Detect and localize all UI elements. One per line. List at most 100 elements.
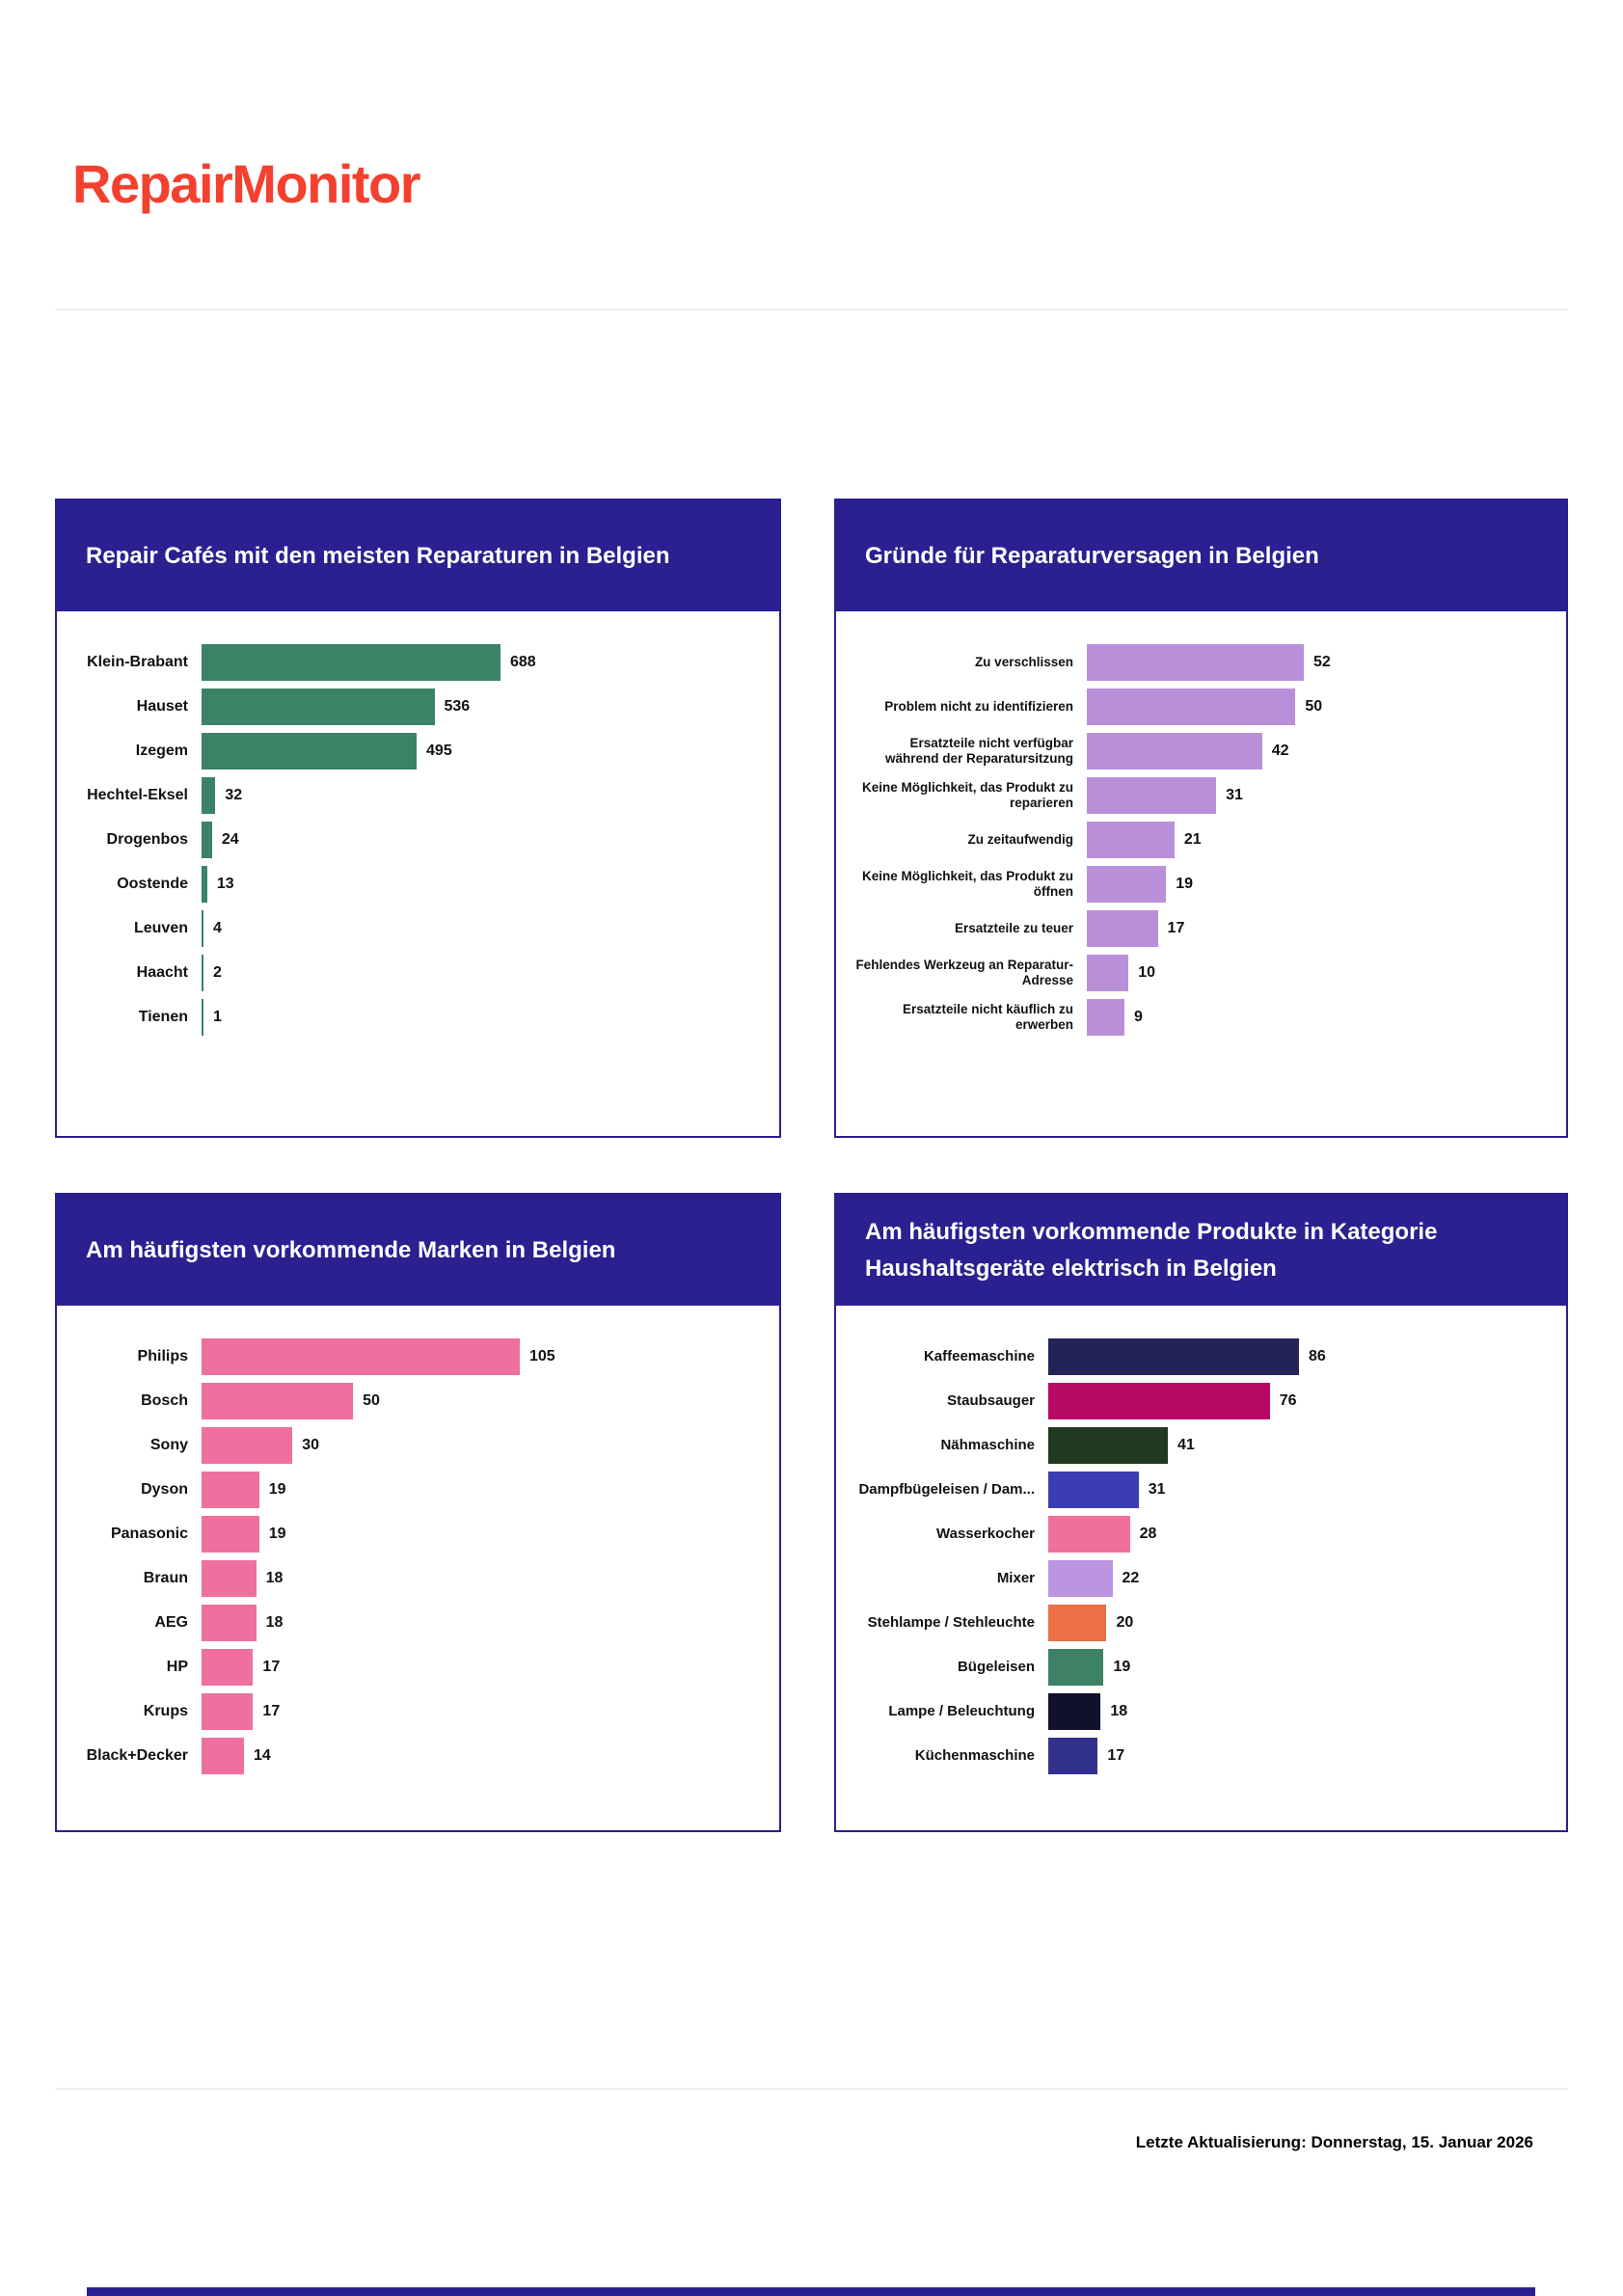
bar-track: 495 <box>202 733 762 770</box>
category-label: Tienen <box>138 1008 188 1025</box>
bar-row: Hauset 536 <box>76 685 762 729</box>
bar-row: Keine Möglichkeit, das Produkt zu öffnen… <box>855 862 1549 906</box>
bar-row: Keine Möglichkeit, das Produkt zu repari… <box>855 773 1549 818</box>
bar-track: 86 <box>1048 1338 1549 1375</box>
category-label: Haacht <box>136 963 188 981</box>
chart-card-failure-reasons: Gründe für Reparaturversagen in Belgien … <box>834 499 1568 1138</box>
category-label: Bügeleisen <box>957 1659 1035 1676</box>
bar-track: 19 <box>1087 866 1549 903</box>
value-label: 31 <box>1226 787 1243 803</box>
bar <box>202 1605 257 1641</box>
bar <box>1087 955 1129 991</box>
bar-track: 42 <box>1087 733 1549 770</box>
bar-track: 17 <box>202 1693 762 1730</box>
category-label: Panasonic <box>110 1525 188 1542</box>
category-label: Hauset <box>136 697 188 715</box>
value-label: 21 <box>1183 831 1202 848</box>
bar-row: HP 17 <box>76 1645 762 1689</box>
chart-title: Repair Cafés mit den meisten Reparaturen… <box>86 542 670 569</box>
value-label: 24 <box>221 831 239 848</box>
bar-track: 14 <box>202 1738 762 1774</box>
bar-chart-repair-cafes: Klein-Brabant 688 Hauset 536 Izegem 495 Hechte… <box>57 611 779 1040</box>
bar-row: Stehlampe / Stehleuchte 20 <box>855 1601 1549 1645</box>
bar-track: 536 <box>202 689 762 725</box>
value-label: 105 <box>529 1348 555 1364</box>
bar-row: Fehlendes Werkzeug an Reparatur-Adresse 1… <box>855 951 1549 995</box>
category-label: Staubsauger <box>947 1392 1035 1410</box>
chart-card-brands: Am häufigsten vorkommende Marken in Belg… <box>55 1193 781 1832</box>
value-label: 30 <box>302 1437 320 1453</box>
bar-track: 1 <box>202 999 762 1036</box>
bar-track: 28 <box>1048 1516 1549 1553</box>
value-label: 19 <box>268 1526 286 1542</box>
bar-track: 105 <box>202 1338 762 1375</box>
category-label: Fehlendes Werkzeug an Reparatur-Adresse <box>855 958 1073 987</box>
chart-card-products: Am häufigsten vorkommende Produkte in Ka… <box>834 1193 1568 1832</box>
bar-track: 19 <box>202 1472 762 1508</box>
bar-row: Mixer 22 <box>855 1556 1549 1601</box>
bar <box>202 910 203 947</box>
bar-chart-brands: Philips 105 Bosch 50 Sony 30 Dyson 19 Panasonic 1… <box>57 1306 779 1778</box>
bar-row: Philips 105 <box>76 1335 762 1379</box>
chart-header: Am häufigsten vorkommende Produkte in Ka… <box>836 1195 1566 1306</box>
bar-row: Lampe / Beleuchtung 18 <box>855 1689 1549 1734</box>
bar-row: Krups 17 <box>76 1689 762 1734</box>
value-label: 76 <box>1279 1392 1297 1409</box>
bar <box>202 955 203 991</box>
bar <box>1087 866 1167 903</box>
bar-track: 9 <box>1087 999 1549 1036</box>
value-label: 22 <box>1122 1570 1140 1586</box>
bar-track: 24 <box>202 822 762 858</box>
value-label: 31 <box>1148 1481 1166 1498</box>
chart-header: Repair Cafés mit den meisten Reparaturen… <box>57 500 779 611</box>
bar-row: Drogenbos 24 <box>76 818 762 862</box>
bar <box>202 822 212 858</box>
repairmonitor-logo[interactable]: RepairMonitor <box>72 153 421 214</box>
bar-track: 4 <box>202 910 762 947</box>
bar-chart-failure-reasons: Zu verschlissen 52 Problem nicht zu identi… <box>836 611 1566 1040</box>
bar <box>1048 1427 1168 1464</box>
bar-row: Haacht 2 <box>76 951 762 995</box>
bar-row: Küchenmaschine 17 <box>855 1734 1549 1778</box>
value-label: 17 <box>262 1659 281 1675</box>
bottom-accent-bar <box>87 2287 1535 2296</box>
bar <box>1048 1693 1101 1730</box>
value-label: 42 <box>1271 743 1289 759</box>
category-label: Braun <box>143 1569 188 1586</box>
bar-row: Hechtel-Eksel 32 <box>76 773 762 818</box>
bar-row: Kaffeemaschine 86 <box>855 1335 1549 1379</box>
bar-row: Ersatzteile nicht käuflich zu erwerben 9 <box>855 995 1549 1040</box>
bar-row: Ersatzteile zu teuer 17 <box>855 906 1549 951</box>
value-label: 19 <box>1113 1659 1131 1675</box>
category-label: Mixer <box>996 1570 1035 1587</box>
bar-row: Black+Decker 14 <box>76 1734 762 1778</box>
bar-row: Staubsauger 76 <box>855 1379 1549 1423</box>
category-label: Leuven <box>133 919 188 936</box>
value-label: 10 <box>1138 964 1156 981</box>
value-label: 32 <box>225 787 243 803</box>
bar-track: 20 <box>1048 1605 1549 1641</box>
bar <box>1048 1516 1130 1553</box>
bar <box>202 644 500 681</box>
value-label: 18 <box>265 1570 284 1586</box>
bar <box>202 1338 520 1375</box>
bar <box>202 1560 257 1597</box>
category-label: Zu verschlissen <box>974 655 1073 670</box>
bar-track: 31 <box>1048 1472 1549 1508</box>
bar-track: 19 <box>1048 1649 1549 1686</box>
bar <box>202 1693 254 1730</box>
category-label: Dampfbügeleisen / Dam... <box>858 1481 1035 1499</box>
value-label: 13 <box>216 876 234 892</box>
value-label: 20 <box>1116 1614 1134 1631</box>
chart-title: Am häufigsten vorkommende Produkte in Ka… <box>865 1219 1438 1282</box>
bar-track: 2 <box>202 955 762 991</box>
category-label: Ersatzteile zu teuer <box>954 921 1073 936</box>
bar-row: Leuven 4 <box>76 906 762 951</box>
bar-track: 22 <box>1048 1560 1549 1597</box>
category-label: Bosch <box>141 1391 188 1409</box>
category-label: Zu zeitaufwendig <box>967 832 1074 848</box>
category-label: Black+Decker <box>86 1746 188 1764</box>
bar <box>202 1516 259 1553</box>
value-label: 17 <box>1167 920 1185 936</box>
bar-row: Dampfbügeleisen / Dam... 31 <box>855 1468 1549 1512</box>
